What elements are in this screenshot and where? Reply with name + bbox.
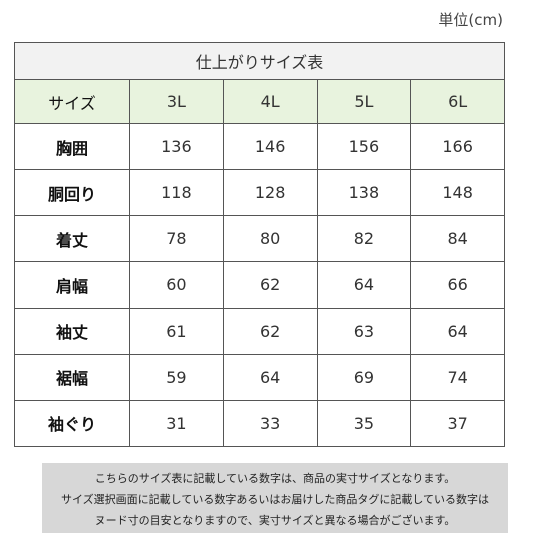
note-line: こちらのサイズ表に記載している数字は、商品の実寸サイズとなります。 [94, 472, 456, 485]
note-line: サイズ選択画面に記載している数字あるいはお届けした商品タグに記載している数字は [60, 493, 489, 506]
table-header-row: サイズ 3L 4L 5L 6L [14, 79, 505, 124]
header-size-4l: 4L [222, 79, 318, 124]
row-label: 袖丈 [14, 307, 130, 355]
table-cell: 146 [222, 122, 318, 171]
size-table: 仕上がりサイズ表 サイズ 3L 4L 5L 6L 胸囲 136 146 156 … [14, 42, 505, 448]
row-label: 胸囲 [14, 122, 130, 171]
size-note: こちらのサイズ表に記載している数字は、商品の実寸サイズとなります。 サイズ選択画… [42, 463, 508, 533]
table-cell: 63 [316, 307, 412, 355]
table-cell: 62 [222, 261, 318, 309]
note-line: ヌード寸の目安となりますので、実寸サイズと異なる場合がございます。 [94, 514, 456, 527]
table-cell: 148 [410, 169, 505, 217]
table-row: 袖丈 61 62 63 64 [14, 307, 505, 355]
row-label: 肩幅 [14, 261, 130, 309]
table-cell: 156 [316, 122, 412, 171]
table-cell: 84 [410, 215, 505, 263]
table-cell: 82 [316, 215, 412, 263]
table-cell: 59 [129, 353, 224, 401]
table-title: 仕上がりサイズ表 [14, 42, 505, 80]
table-row: 着丈 78 80 82 84 [14, 215, 505, 263]
row-label: 着丈 [14, 215, 130, 263]
table-row: 胸囲 136 146 156 166 [14, 122, 505, 171]
table-row: 袖ぐり 31 33 35 37 [14, 399, 505, 448]
table-cell: 60 [129, 261, 224, 309]
table-cell: 136 [129, 122, 224, 171]
header-size-label: サイズ [14, 79, 130, 124]
table-cell: 61 [129, 307, 224, 355]
table-row: 裾幅 59 64 69 74 [14, 353, 505, 401]
row-label: 袖ぐり [14, 399, 130, 448]
table-cell: 37 [410, 399, 505, 448]
table-cell: 118 [129, 169, 224, 217]
table-cell: 64 [316, 261, 412, 309]
table-cell: 78 [129, 215, 224, 263]
table-row: 胴回り 118 128 138 148 [14, 169, 505, 217]
table-cell: 33 [222, 399, 318, 448]
table-cell: 74 [410, 353, 505, 401]
table-cell: 35 [316, 399, 412, 448]
table-cell: 64 [410, 307, 505, 355]
row-label: 胴回り [14, 169, 130, 217]
table-cell: 128 [222, 169, 318, 217]
table-cell: 64 [222, 353, 318, 401]
header-size-5l: 5L [316, 79, 412, 124]
table-cell: 166 [410, 122, 505, 171]
row-label: 裾幅 [14, 353, 130, 401]
table-cell: 31 [129, 399, 224, 448]
unit-label: 単位(cm) [438, 11, 503, 29]
table-cell: 69 [316, 353, 412, 401]
table-row: 肩幅 60 62 64 66 [14, 261, 505, 309]
table-cell: 66 [410, 261, 505, 309]
header-size-6l: 6L [410, 79, 505, 124]
table-title-row: 仕上がりサイズ表 [14, 42, 505, 80]
table-cell: 80 [222, 215, 318, 263]
table-cell: 138 [316, 169, 412, 217]
table-cell: 62 [222, 307, 318, 355]
header-size-3l: 3L [129, 79, 224, 124]
